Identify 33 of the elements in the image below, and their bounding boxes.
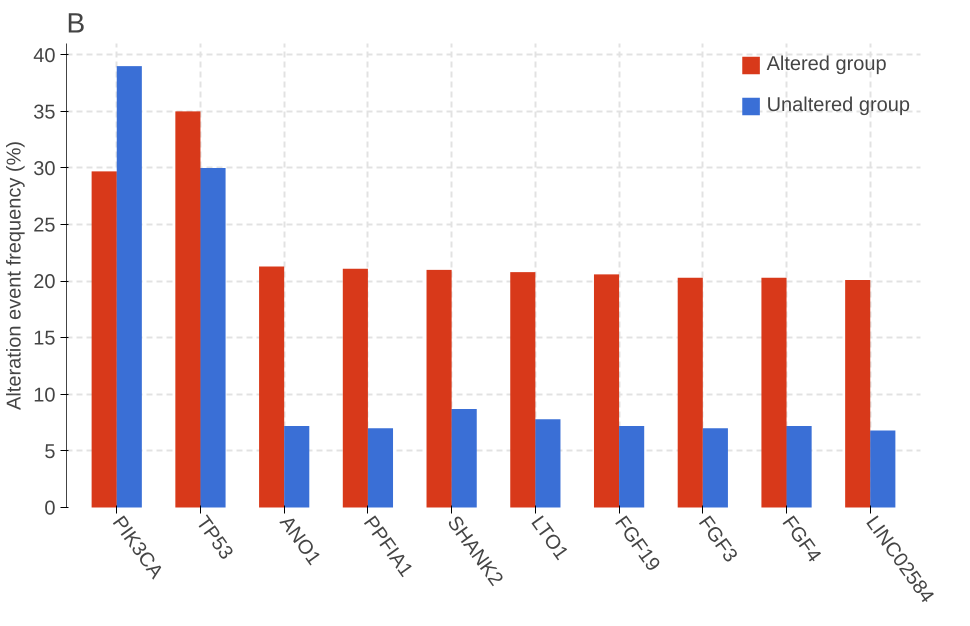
bar — [259, 266, 284, 508]
legend-label: Unaltered group — [766, 94, 910, 117]
bar — [342, 268, 368, 508]
y-tick-label: 40 — [33, 44, 56, 67]
bar — [368, 428, 394, 508]
chart-title: B — [66, 8, 86, 38]
bar — [116, 66, 142, 508]
y-tick-label: 35 — [33, 101, 56, 124]
bar — [535, 419, 560, 508]
bar — [786, 426, 812, 508]
bar — [761, 278, 787, 508]
y-tick-label: 10 — [33, 384, 56, 406]
bar — [426, 270, 452, 508]
y-tick-label: 30 — [33, 158, 56, 180]
y-tick-label: 15 — [33, 328, 56, 350]
bar — [619, 426, 644, 508]
y-tick-label: 0 — [44, 498, 56, 520]
bar — [845, 280, 870, 508]
y-tick-label: 20 — [33, 271, 56, 294]
bar — [678, 278, 703, 508]
bar — [870, 430, 896, 508]
bar — [92, 171, 117, 508]
bar — [452, 409, 477, 508]
y-tick-label: 25 — [33, 214, 56, 237]
legend-label: Altered group — [766, 53, 887, 76]
y-tick-label: 5 — [44, 440, 56, 463]
bar — [510, 272, 536, 508]
bar — [175, 111, 200, 508]
bar — [284, 426, 310, 508]
bar — [200, 168, 226, 508]
bar — [594, 274, 620, 508]
bar — [702, 428, 728, 508]
y-axis-title: Alteration event frequency (%) — [3, 140, 26, 410]
